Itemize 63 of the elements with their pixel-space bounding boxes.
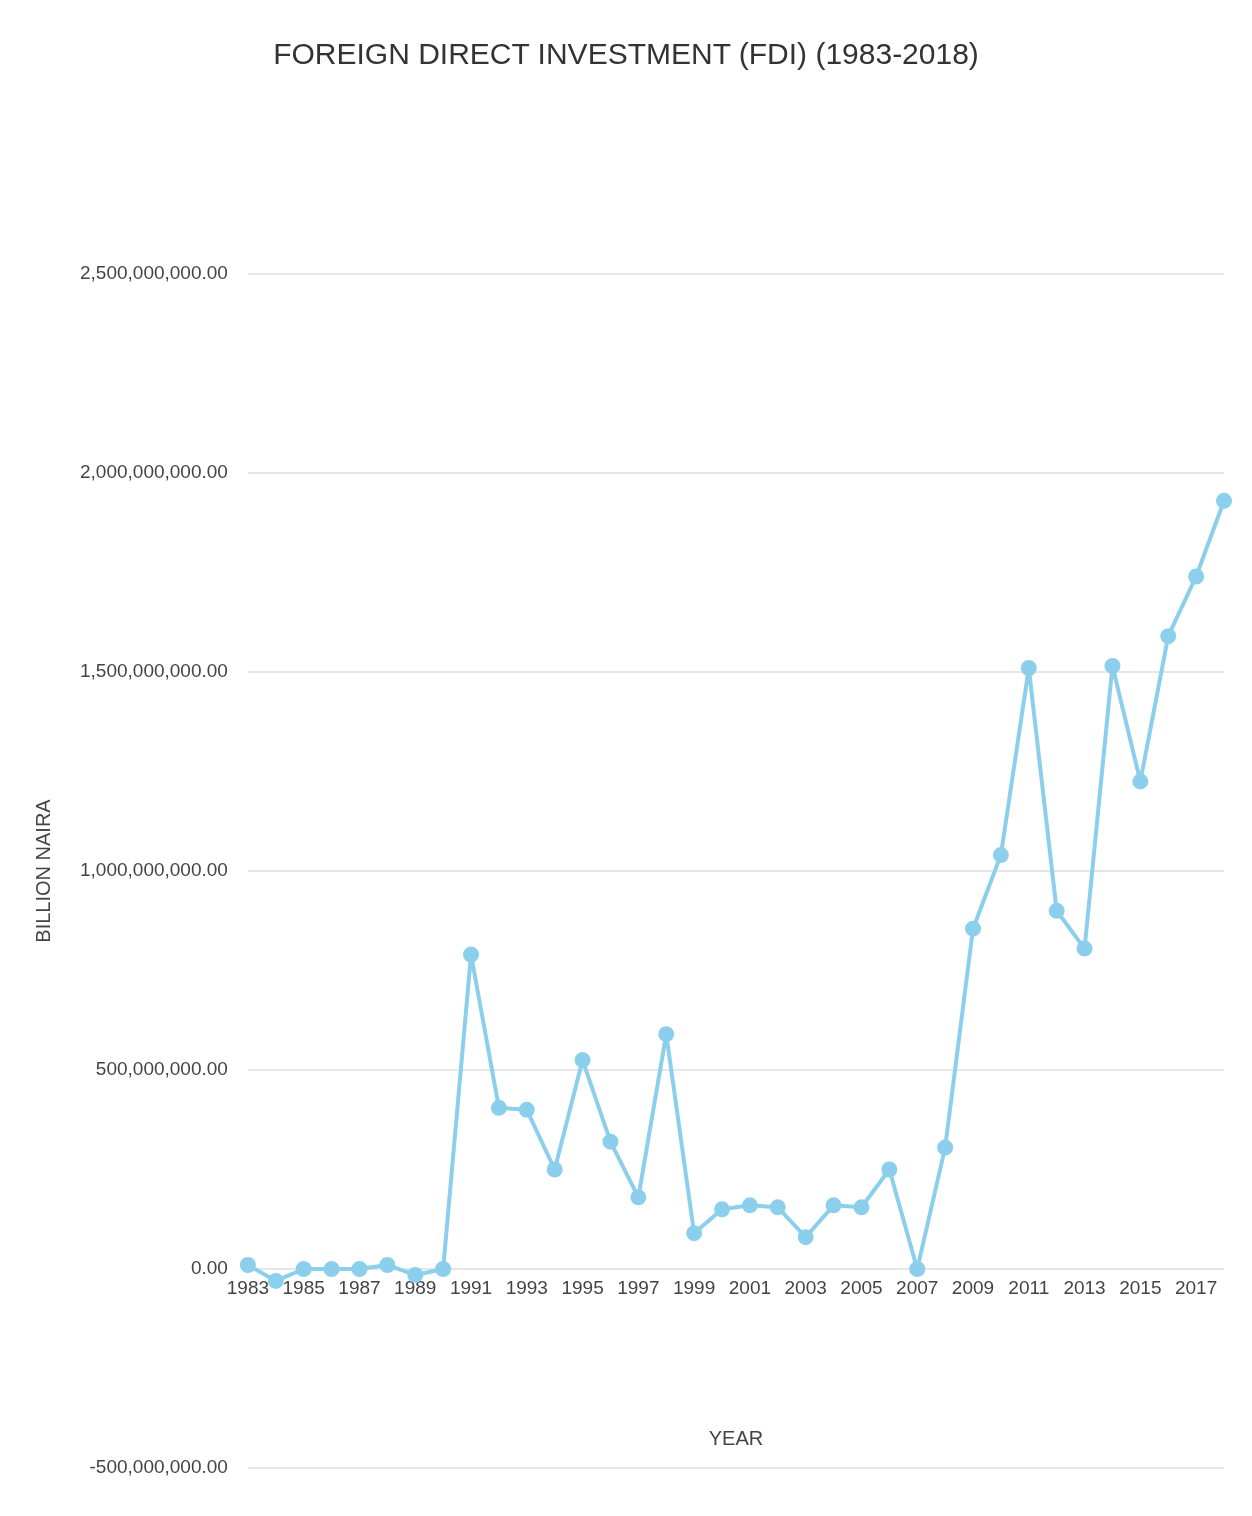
x-tick-label: 1999	[672, 1276, 716, 1298]
point	[797, 1229, 814, 1246]
y-tick-label: 0.00	[190, 1257, 228, 1279]
x-tick-label: 1995	[561, 1276, 604, 1298]
x-tick-label: 2013	[1063, 1276, 1106, 1298]
x-tick-label: 2011	[1008, 1276, 1050, 1298]
x-tick-label: 1993	[505, 1276, 548, 1298]
point	[323, 1261, 340, 1277]
y-tick-label: -500,000,000.00	[89, 1456, 228, 1478]
point	[518, 1101, 535, 1118]
point	[881, 1161, 898, 1178]
y-tick-label: 2,500,000,000.00	[80, 262, 228, 284]
x-tick-label: 1983	[226, 1276, 270, 1298]
x-tick-label: 1991	[449, 1276, 493, 1298]
point	[630, 1189, 647, 1206]
x-tick-label: 2017	[1174, 1276, 1218, 1298]
x-tick-label: 1997	[617, 1276, 660, 1298]
x-tick-label: 2015	[1119, 1276, 1162, 1298]
x-tick-label: 2005	[840, 1276, 883, 1298]
point	[909, 1261, 926, 1277]
point	[825, 1197, 842, 1214]
point	[1020, 660, 1037, 677]
y-tick-label: 1,000,000,000.00	[80, 859, 228, 881]
point	[992, 847, 1009, 864]
point	[686, 1225, 703, 1242]
point	[574, 1052, 591, 1069]
point	[463, 946, 480, 963]
y-tick-label: 1,500,000,000.00	[80, 660, 228, 682]
point	[769, 1199, 786, 1216]
point	[658, 1026, 675, 1043]
point	[1104, 658, 1121, 675]
point	[1076, 940, 1093, 957]
point	[965, 920, 982, 937]
point	[1048, 902, 1065, 919]
point	[714, 1201, 731, 1218]
y-axis-title: BILLION NAIRA	[31, 798, 54, 943]
point	[239, 1257, 256, 1274]
point	[1216, 492, 1232, 509]
point	[379, 1257, 396, 1274]
x-tick-label: 2003	[784, 1276, 827, 1298]
x-tick-label: 2009	[951, 1276, 995, 1298]
point	[602, 1133, 619, 1150]
point	[351, 1261, 368, 1277]
point	[267, 1272, 284, 1289]
x-tick-label: 1985	[282, 1276, 325, 1298]
point	[937, 1139, 954, 1156]
chart-title: FOREIGN DIRECT INVESTMENT (FDI) (1983-2018)	[273, 37, 979, 71]
x-tick-label: 2007	[896, 1276, 939, 1298]
point	[741, 1197, 758, 1214]
point	[1132, 773, 1149, 790]
point	[1188, 568, 1205, 585]
point	[1160, 628, 1177, 645]
x-tick-label: 1987	[338, 1276, 381, 1298]
point	[295, 1261, 312, 1277]
x-axis-title: YEAR	[708, 1427, 764, 1450]
point	[490, 1099, 507, 1116]
y-tick-label: 500,000,000.00	[95, 1058, 228, 1080]
point	[435, 1261, 452, 1277]
point	[853, 1199, 870, 1216]
x-tick-label: 2001	[728, 1276, 772, 1298]
y-tick-label: 2,000,000,000.00	[80, 461, 228, 483]
point	[546, 1161, 563, 1178]
x-tick-label: 1989	[394, 1276, 437, 1298]
